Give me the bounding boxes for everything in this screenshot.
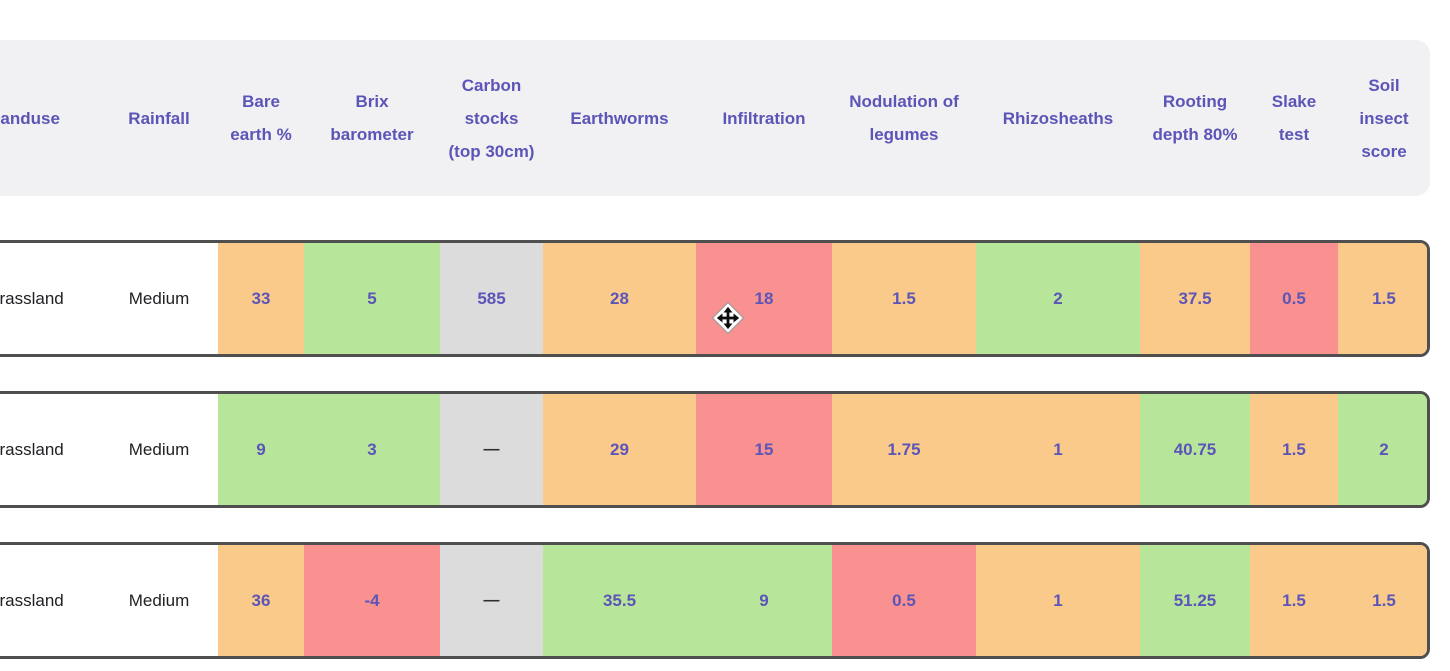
column-header-bare-earth: Bare earth % bbox=[230, 92, 292, 144]
cell-carbon-stocks: 585 bbox=[440, 243, 543, 354]
cell-infiltration: 18 bbox=[696, 243, 832, 354]
cell-slake-test: 1.5 bbox=[1250, 394, 1338, 505]
cell-nodulation: 1.75 bbox=[832, 394, 976, 505]
cell-rooting-depth: 37.5 bbox=[1140, 243, 1250, 354]
table-row[interactable]: Grassland Medium 9 3 — 29 15 1.75 1 40.7… bbox=[0, 391, 1430, 508]
cell-soil-insect-score: 2 bbox=[1338, 394, 1427, 505]
cell-soil-insect-score: 1.5 bbox=[1338, 243, 1427, 354]
column-header-rooting-depth: Rooting depth 80% bbox=[1152, 92, 1238, 144]
cell-earthworms: 28 bbox=[543, 243, 696, 354]
cell-landuse: Grassland bbox=[0, 243, 100, 354]
column-header-infiltration: Infiltration bbox=[722, 108, 806, 128]
cell-landuse: Grassland bbox=[0, 394, 100, 505]
cell-rainfall: Medium bbox=[100, 394, 218, 505]
table-header-row: Landuse Rainfall Bare earth % Brix barom… bbox=[0, 40, 1430, 196]
cell-carbon-stocks: — bbox=[440, 545, 543, 656]
cell-rooting-depth: 40.75 bbox=[1140, 394, 1250, 505]
cell-nodulation: 0.5 bbox=[832, 545, 976, 656]
cell-bare-earth: 36 bbox=[218, 545, 304, 656]
cell-slake-test: 0.5 bbox=[1250, 243, 1338, 354]
cell-landuse: Grassland bbox=[0, 545, 100, 656]
cell-nodulation: 1.5 bbox=[832, 243, 976, 354]
cell-carbon-stocks: — bbox=[440, 394, 543, 505]
column-header-brix-barometer: Brix barometer bbox=[330, 92, 414, 144]
cell-brix-barometer: 5 bbox=[304, 243, 440, 354]
column-header-carbon-stocks: Carbon stocks (top 30cm) bbox=[448, 75, 535, 161]
cell-earthworms: 29 bbox=[543, 394, 696, 505]
cell-bare-earth: 33 bbox=[218, 243, 304, 354]
column-header-soil-insect: Soil insect score bbox=[1359, 75, 1409, 161]
cell-bare-earth: 9 bbox=[218, 394, 304, 505]
column-header-landuse: Landuse bbox=[0, 108, 60, 128]
cell-rooting-depth: 51.25 bbox=[1140, 545, 1250, 656]
cell-earthworms: 35.5 bbox=[543, 545, 696, 656]
cell-rhizosheaths: 1 bbox=[976, 394, 1140, 505]
cell-rhizosheaths: 1 bbox=[976, 545, 1140, 656]
cell-brix-barometer: -4 bbox=[304, 545, 440, 656]
column-header-slake-test: Slake test bbox=[1271, 92, 1317, 144]
column-header-nodulation: Nodulation of legumes bbox=[849, 92, 959, 144]
cell-rhizosheaths: 2 bbox=[976, 243, 1140, 354]
cell-rainfall: Medium bbox=[100, 243, 218, 354]
column-header-rainfall: Rainfall bbox=[128, 108, 190, 128]
cell-brix-barometer: 3 bbox=[304, 394, 440, 505]
column-header-earthworms: Earthworms bbox=[570, 108, 669, 128]
cell-infiltration: 15 bbox=[696, 394, 832, 505]
cell-infiltration: 9 bbox=[696, 545, 832, 656]
cell-rainfall: Medium bbox=[100, 545, 218, 656]
cell-soil-insect-score: 1.5 bbox=[1338, 545, 1427, 656]
table-row[interactable]: Grassland Medium 33 5 585 28 18 1.5 2 37… bbox=[0, 240, 1430, 357]
table-row[interactable]: Grassland Medium 36 -4 — 35.5 9 0.5 1 51… bbox=[0, 542, 1430, 659]
cell-slake-test: 1.5 bbox=[1250, 545, 1338, 656]
column-header-rhizosheaths: Rhizosheaths bbox=[1002, 108, 1114, 128]
